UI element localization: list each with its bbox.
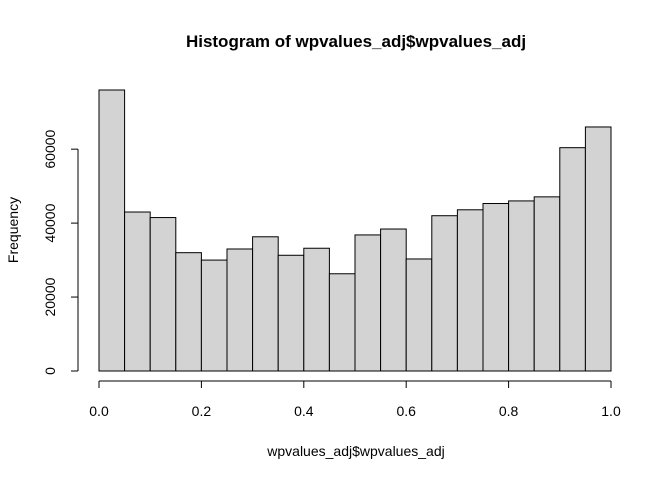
histogram-bar — [482, 203, 510, 372]
histogram-bar — [354, 234, 382, 372]
histogram-bar — [380, 228, 407, 372]
histogram-bar — [175, 252, 202, 372]
y-tick-label: 60000 — [42, 129, 58, 168]
chart-title: Histogram of wpvalues_adj$wpvalues_adj — [186, 32, 526, 51]
y-axis: 0 20000 40000 60000 — [42, 129, 79, 375]
histogram-bar — [303, 247, 330, 372]
histogram-bar — [431, 215, 458, 372]
x-tick-label: 0.0 — [89, 403, 109, 419]
y-tick-label: 40000 — [42, 203, 58, 242]
histogram-bar — [98, 89, 126, 372]
histogram-bar — [149, 217, 177, 372]
histogram-bar — [559, 147, 586, 372]
histogram-bar — [226, 248, 254, 372]
histogram-bar — [200, 259, 228, 372]
y-axis-label: Frequency — [5, 197, 21, 263]
x-axis: 0.0 0.2 0.4 0.6 0.8 1.0 — [89, 380, 621, 419]
histogram-bar — [456, 209, 484, 372]
histogram-bar — [252, 236, 279, 372]
histogram-bar — [584, 126, 612, 372]
histogram-bar — [124, 211, 151, 372]
bars-group — [98, 89, 612, 372]
x-tick-label: 0.4 — [294, 403, 314, 419]
histogram-bar — [328, 273, 356, 372]
histogram-bar — [405, 258, 433, 372]
y-tick-label: 20000 — [42, 277, 58, 316]
x-axis-label: wpvalues_adj$wpvalues_adj — [266, 443, 444, 459]
x-tick-label: 1.0 — [601, 403, 621, 419]
histogram-bar — [533, 196, 561, 372]
x-tick-label: 0.6 — [396, 403, 416, 419]
histogram-bar — [508, 200, 535, 372]
histogram-bar — [277, 254, 305, 372]
y-tick-label: 0 — [42, 367, 58, 375]
x-tick-label: 0.2 — [192, 403, 212, 419]
x-tick-label: 0.8 — [499, 403, 519, 419]
